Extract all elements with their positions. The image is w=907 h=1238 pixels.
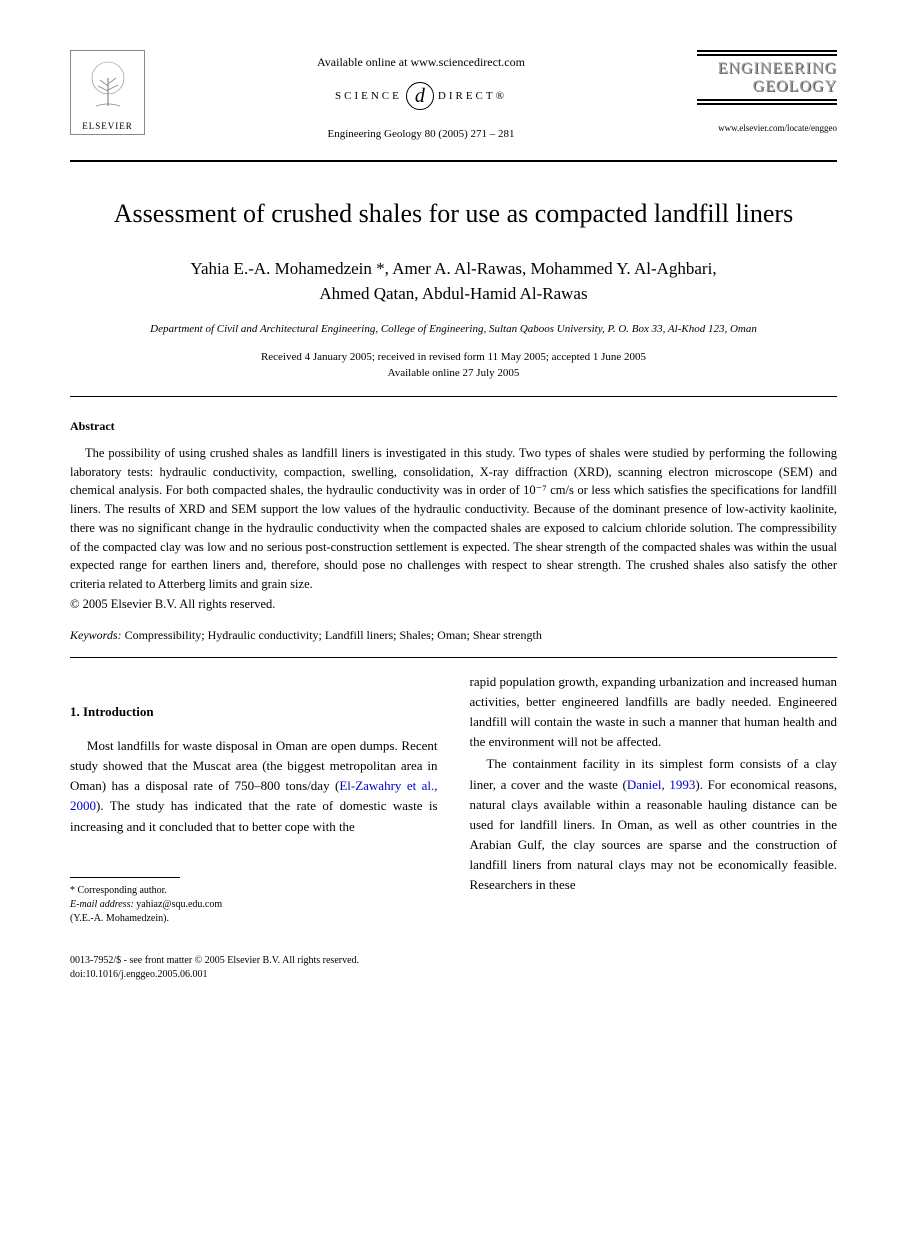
abstract-heading: Abstract <box>70 419 837 434</box>
footer-line2: doi:10.1016/j.enggeo.2005.06.001 <box>70 968 837 982</box>
intro-r2-b: ). For economical reasons, natural clays… <box>470 777 838 893</box>
sd-d-icon: d <box>406 82 434 110</box>
keywords-text: Compressibility; Hydraulic conductivity;… <box>122 628 542 642</box>
dates-line2: Available online 27 July 2005 <box>388 367 520 379</box>
journal-logo-rule-bottom <box>697 99 837 105</box>
affiliation: Department of Civil and Architectural En… <box>70 323 837 335</box>
header-rule <box>70 160 837 162</box>
authors-line1: Yahia E.-A. Mohamedzein *, Amer A. Al-Ra… <box>190 259 716 278</box>
left-column: 1. Introduction Most landfills for waste… <box>70 672 438 926</box>
intro-para-right-2: The containment facility in its simplest… <box>470 754 838 895</box>
email-label: E-mail address: <box>70 899 134 910</box>
journal-name-l1: ENGINEERING <box>718 60 837 77</box>
page-header: ELSEVIER Available online at www.science… <box>70 50 837 140</box>
email-address: yahiaz@squ.edu.com <box>134 899 222 910</box>
sciencedirect-logo: SCIENCE d DIRECT® <box>145 82 697 110</box>
abstract-rule-top <box>70 396 837 397</box>
journal-logo-rule-top <box>697 50 837 56</box>
intro-heading: 1. Introduction <box>70 702 438 722</box>
sd-right: DIRECT® <box>438 90 507 102</box>
body-columns: 1. Introduction Most landfills for waste… <box>70 672 837 926</box>
available-online-text: Available online at www.sciencedirect.co… <box>145 55 697 70</box>
journal-reference: Engineering Geology 80 (2005) 271 – 281 <box>145 128 697 140</box>
publisher-name: ELSEVIER <box>82 121 133 131</box>
footnote-block: * Corresponding author. E-mail address: … <box>70 884 438 926</box>
intro-para-right-1: rapid population growth, expanding urban… <box>470 672 838 753</box>
email-line: E-mail address: yahiaz@squ.edu.com <box>70 898 438 912</box>
keywords: Keywords: Compressibility; Hydraulic con… <box>70 628 837 643</box>
abstract-rule-bottom <box>70 657 837 658</box>
footer-line1: 0013-7952/$ - see front matter © 2005 El… <box>70 954 837 968</box>
keywords-label: Keywords: <box>70 628 122 642</box>
intro-para-1: Most landfills for waste disposal in Oma… <box>70 736 438 837</box>
page-footer: 0013-7952/$ - see front matter © 2005 El… <box>70 954 837 982</box>
sd-left: SCIENCE <box>335 90 402 102</box>
journal-name: ENGINEERING GEOLOGY <box>697 60 837 95</box>
authors: Yahia E.-A. Mohamedzein *, Amer A. Al-Ra… <box>70 256 837 307</box>
corresponding-author: * Corresponding author. <box>70 884 438 898</box>
article-title: Assessment of crushed shales for use as … <box>70 197 837 231</box>
dates-line1: Received 4 January 2005; received in rev… <box>261 351 646 363</box>
email-name: (Y.E.-A. Mohamedzein). <box>70 912 438 926</box>
right-column: rapid population growth, expanding urban… <box>470 672 838 926</box>
elsevier-logo: ELSEVIER <box>70 50 145 135</box>
header-center: Available online at www.sciencedirect.co… <box>145 50 697 140</box>
journal-logo-block: ENGINEERING GEOLOGY www.elsevier.com/loc… <box>697 50 837 133</box>
journal-name-l2: GEOLOGY <box>753 78 837 95</box>
elsevier-tree-icon <box>78 56 138 116</box>
abstract-body: The possibility of using crushed shales … <box>70 444 837 594</box>
ref-daniel[interactable]: Daniel, 1993 <box>627 777 696 792</box>
footnote-rule <box>70 877 180 878</box>
abstract-copyright: © 2005 Elsevier B.V. All rights reserved… <box>70 597 837 612</box>
publication-dates: Received 4 January 2005; received in rev… <box>70 349 837 382</box>
authors-line2: Ahmed Qatan, Abdul-Hamid Al-Rawas <box>319 284 587 303</box>
intro-p1-b: ). The study has indicated that the rate… <box>70 798 438 833</box>
journal-url: www.elsevier.com/locate/enggeo <box>697 123 837 133</box>
